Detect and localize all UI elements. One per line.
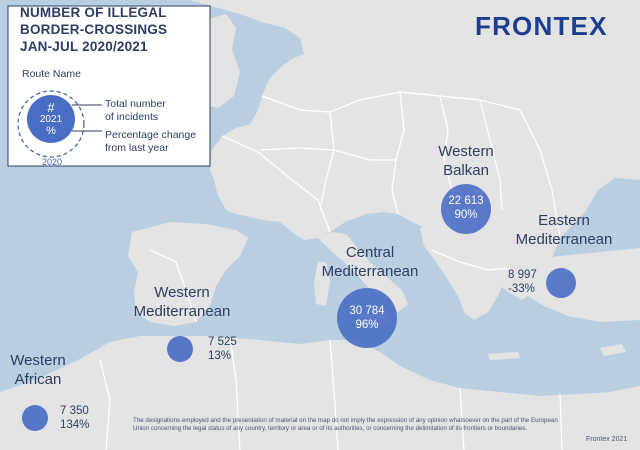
disclaimer: The designations employed and the presen… — [133, 417, 558, 433]
route-name-line-2: African — [14, 371, 62, 388]
route-count: 7 350 — [60, 405, 89, 417]
route-name-western-mediterranean: Western Mediterranean — [122, 283, 242, 321]
title-line-2: BORDER-CROSSINGS — [20, 22, 168, 37]
route-change: 96% — [355, 319, 379, 331]
land-iberia — [128, 222, 248, 326]
legend-graphics — [7, 5, 211, 167]
legend-total-desc: Total number of incidents — [105, 98, 166, 123]
route-name-western-african: Western African — [6, 351, 70, 389]
legend-title: NUMBER OF ILLEGAL BORDER-CROSSINGS JAN-J… — [20, 4, 200, 55]
route-change: 13% — [208, 350, 232, 362]
land-scandinavia — [300, 0, 430, 62]
route-change: -33% — [508, 283, 535, 295]
land-europe — [190, 0, 640, 300]
title-line-1: NUMBER OF ILLEGAL — [20, 5, 167, 20]
title-line-3: JAN-JUL 2020/2021 — [20, 39, 148, 54]
credit: Frontex 2021 — [586, 436, 628, 443]
route-name-line-2: Mediterranean — [515, 231, 613, 248]
route-name-line-1: Western — [438, 143, 494, 160]
bubble-central-mediterranean — [337, 288, 397, 348]
route-name-line-1: Central — [345, 244, 395, 261]
land-north-africa — [0, 336, 640, 450]
bubble-western-balkan — [441, 184, 491, 234]
legend-symbol: # — [47, 100, 55, 115]
route-values-western-balkan: 22 613 90% — [436, 194, 496, 222]
land-sardinia — [314, 262, 330, 306]
route-name-central-mediterranean: Central Mediterranean — [310, 243, 430, 281]
frontex-logo: FRONTEX — [475, 11, 608, 41]
legend-outer-circle — [17, 90, 85, 158]
legend-change-line-1: Percentage change — [105, 129, 197, 141]
route-count: 30 784 — [349, 305, 385, 317]
land-italy — [318, 232, 408, 312]
route-values-western-mediterranean: 7 525 13% — [208, 335, 237, 363]
land-cyprus — [600, 344, 626, 356]
route-name-line-1: Western — [10, 352, 66, 369]
legend-year-2020: 2020 — [42, 157, 63, 167]
legend-route-name: Route Name — [22, 68, 81, 80]
route-values-central-mediterranean: 30 784 96% — [337, 304, 397, 332]
route-name-western-balkan: Western Balkan — [424, 142, 508, 180]
legend-percent: % — [46, 125, 56, 137]
route-name-line-1: Western — [154, 284, 210, 301]
legend-inner-circle — [27, 95, 75, 143]
route-name-eastern-mediterranean: Eastern Mediterranean — [504, 211, 624, 249]
legend-change-line-2: from last year — [105, 141, 169, 154]
legend-change-desc: Percentage change from last year — [105, 129, 196, 154]
route-name-line-2: Balkan — [443, 162, 489, 179]
bubble-western-mediterranean — [167, 336, 193, 362]
route-values-eastern-mediterranean: 8 997 -33% — [508, 268, 537, 296]
bubble-western-african — [22, 405, 48, 431]
legend-year-2021: 2021 — [39, 114, 63, 125]
route-change: 134% — [60, 419, 90, 431]
route-count: 8 997 — [508, 269, 537, 281]
land-balkans — [420, 222, 512, 320]
route-name-line-1: Eastern — [538, 212, 590, 229]
route-change: 90% — [454, 209, 478, 221]
country-borders — [99, 91, 563, 450]
land-turkey — [516, 248, 640, 322]
land-crete — [488, 352, 520, 360]
route-count: 22 613 — [448, 195, 484, 207]
route-values-western-african: 7 350 134% — [60, 404, 89, 432]
legend-total-line-1: Total number — [105, 98, 166, 110]
route-count: 7 525 — [208, 336, 237, 348]
legend-total-line-2: of incidents — [105, 110, 159, 123]
bubble-eastern-mediterranean — [546, 268, 576, 298]
route-name-line-2: Mediterranean — [321, 263, 419, 280]
route-name-line-2: Mediterranean — [133, 303, 231, 320]
